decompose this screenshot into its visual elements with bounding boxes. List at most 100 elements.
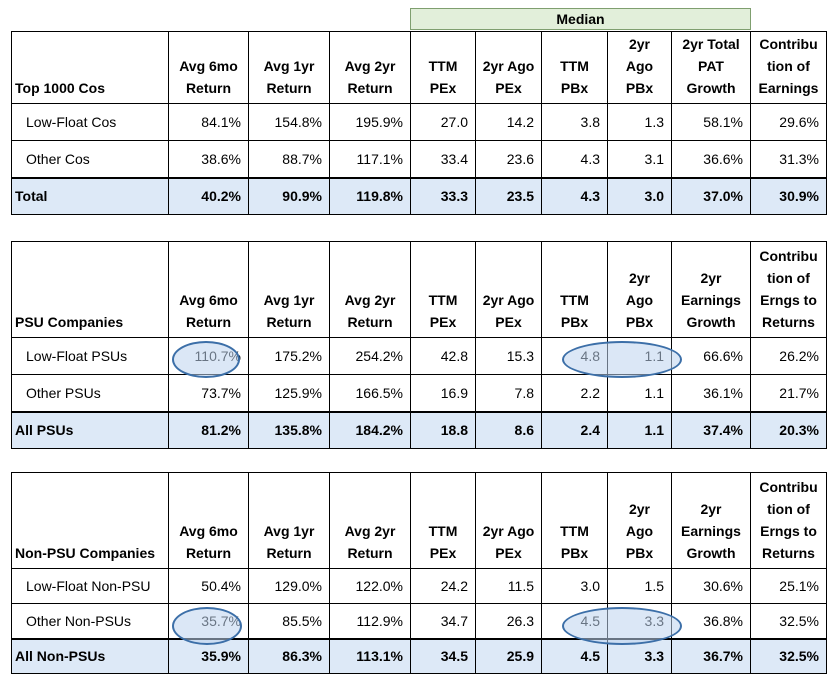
table-cell: 2.4: [541, 410, 608, 449]
table-cell: 37.4%: [671, 410, 751, 449]
column-header: TTM PBx: [541, 472, 608, 569]
column-header: Avg 6mo Return: [168, 472, 249, 569]
table-cell: 21.7%: [750, 374, 827, 412]
column-header: Avg 1yr Return: [248, 472, 330, 569]
table-cell: 42.8: [410, 337, 476, 375]
table-cell: 29.6%: [750, 103, 827, 141]
table-cell: 3.0: [541, 568, 608, 604]
column-header: 2yr Ago PEx: [475, 472, 542, 569]
column-header: 2yr Ago PBx: [607, 31, 672, 104]
column-header: TTM PEx: [410, 472, 476, 569]
table-cell: 3.3: [607, 603, 672, 639]
column-header: TTM PBx: [541, 31, 608, 104]
median-group-header: Median: [410, 8, 751, 30]
table-cell: 119.8%: [329, 176, 411, 215]
table-cell: 36.7%: [671, 637, 751, 674]
data-table-3: Non-PSU Companies Avg 6mo Return Avg 1yr R…: [11, 472, 827, 674]
table-cell: 8.6: [475, 410, 542, 449]
table-cell: 33.4: [410, 140, 476, 178]
table-cell: 26.2%: [750, 337, 827, 375]
table-cell: 88.7%: [248, 140, 330, 178]
table-cell: 113.1%: [329, 637, 411, 674]
table-cell: 26.3: [475, 603, 542, 639]
table-cell: 25.1%: [750, 568, 827, 604]
table-cell: 3.1: [607, 140, 672, 178]
table-cell: 125.9%: [248, 374, 330, 412]
table-cell: 15.3: [475, 337, 542, 375]
table-cell: 2.2: [541, 374, 608, 412]
table-cell: 30.6%: [671, 568, 751, 604]
column-header: Avg 1yr Return: [248, 241, 330, 338]
column-header: Avg 2yr Return: [329, 31, 411, 104]
table-cell: 117.1%: [329, 140, 411, 178]
table-cell: 1.1: [607, 374, 672, 412]
column-header: 2yr Ago PEx: [475, 241, 542, 338]
table-row: Low-Float Non-PSU 50.4% 129.0% 122.0% 24.2 11…: [11, 568, 827, 604]
table-cell: 18.8: [410, 410, 476, 449]
row-label: Low-Float Cos: [11, 103, 169, 141]
growth-column-header: 2yr Earnings Growth: [671, 241, 751, 338]
row-label: Other Cos: [11, 140, 169, 178]
table-cell: 24.2: [410, 568, 476, 604]
column-header: Avg 1yr Return: [248, 31, 330, 104]
table-cell: 32.5%: [750, 603, 827, 639]
column-header: TTM PEx: [410, 241, 476, 338]
table-cell: 35.9%: [168, 637, 249, 674]
table-cell: 14.2: [475, 103, 542, 141]
column-header: TTM PEx: [410, 31, 476, 104]
column-header: TTM PBx: [541, 241, 608, 338]
table-cell: 36.1%: [671, 374, 751, 412]
table-row: Other Non-PSUs 35.7% 85.5% 112.9% 34.7 26.3 4.…: [11, 603, 827, 639]
table-cell: 20.3%: [750, 410, 827, 449]
table-cell: 11.5: [475, 568, 542, 604]
table-cell: 23.6: [475, 140, 542, 178]
column-header: 2yr Ago PEx: [475, 31, 542, 104]
table-row: Other Cos 38.6% 88.7% 117.1% 33.4 23.6 4.3 3.1 3…: [11, 140, 827, 178]
table-cell: 35.7%: [168, 603, 249, 639]
table-title: PSU Companies: [11, 241, 169, 338]
table-cell: 38.6%: [168, 140, 249, 178]
growth-column-header: 2yr Total PAT Growth: [671, 31, 751, 104]
table-cell: 27.0: [410, 103, 476, 141]
table-cell: 122.0%: [329, 568, 411, 604]
contribution-column-header: Contribu tion of Erngs to Returns: [750, 472, 827, 569]
table-cell: 3.8: [541, 103, 608, 141]
table-cell: 4.5: [541, 637, 608, 674]
table-cell: 33.3: [410, 176, 476, 215]
table-cell: 50.4%: [168, 568, 249, 604]
total-row: All PSUs 81.2% 135.8% 184.2% 18.8 8.6 2.4 1.1 37…: [11, 410, 827, 449]
table-cell: 25.9: [475, 637, 542, 674]
table-cell: 81.2%: [168, 410, 249, 449]
table-cell: 1.3: [607, 103, 672, 141]
table-cell: 73.7%: [168, 374, 249, 412]
row-label: All PSUs: [11, 410, 169, 449]
table-cell: 34.7: [410, 603, 476, 639]
table-cell: 40.2%: [168, 176, 249, 215]
table-title: Non-PSU Companies: [11, 472, 169, 569]
row-label: Total: [11, 176, 169, 215]
column-header: Avg 2yr Return: [329, 472, 411, 569]
table-cell: 7.8: [475, 374, 542, 412]
header-row: Top 1000 Cos Avg 6mo Return Avg 1yr Return…: [11, 31, 827, 104]
table-cell: 166.5%: [329, 374, 411, 412]
table-cell: 37.0%: [671, 176, 751, 215]
table-cell: 85.5%: [248, 603, 330, 639]
column-header: Avg 6mo Return: [168, 241, 249, 338]
table-cell: 30.9%: [750, 176, 827, 215]
contribution-column-header: Contribu tion of Earnings: [750, 31, 827, 104]
table-cell: 36.8%: [671, 603, 751, 639]
table-cell: 4.3: [541, 176, 608, 215]
table-cell: 84.1%: [168, 103, 249, 141]
table-cell: 31.3%: [750, 140, 827, 178]
table-cell: 4.3: [541, 140, 608, 178]
table-cell: 254.2%: [329, 337, 411, 375]
table-cell: 86.3%: [248, 637, 330, 674]
table-cell: 34.5: [410, 637, 476, 674]
row-label: Low-Float Non-PSU: [11, 568, 169, 604]
column-header: 2yr Ago PBx: [607, 241, 672, 338]
table-cell: 23.5: [475, 176, 542, 215]
table-cell: 36.6%: [671, 140, 751, 178]
table-cell: 4.5: [541, 603, 608, 639]
table-cell: 1.1: [607, 337, 672, 375]
total-row: Total 40.2% 90.9% 119.8% 33.3 23.5 4.3 3.0 37.0%…: [11, 176, 827, 215]
